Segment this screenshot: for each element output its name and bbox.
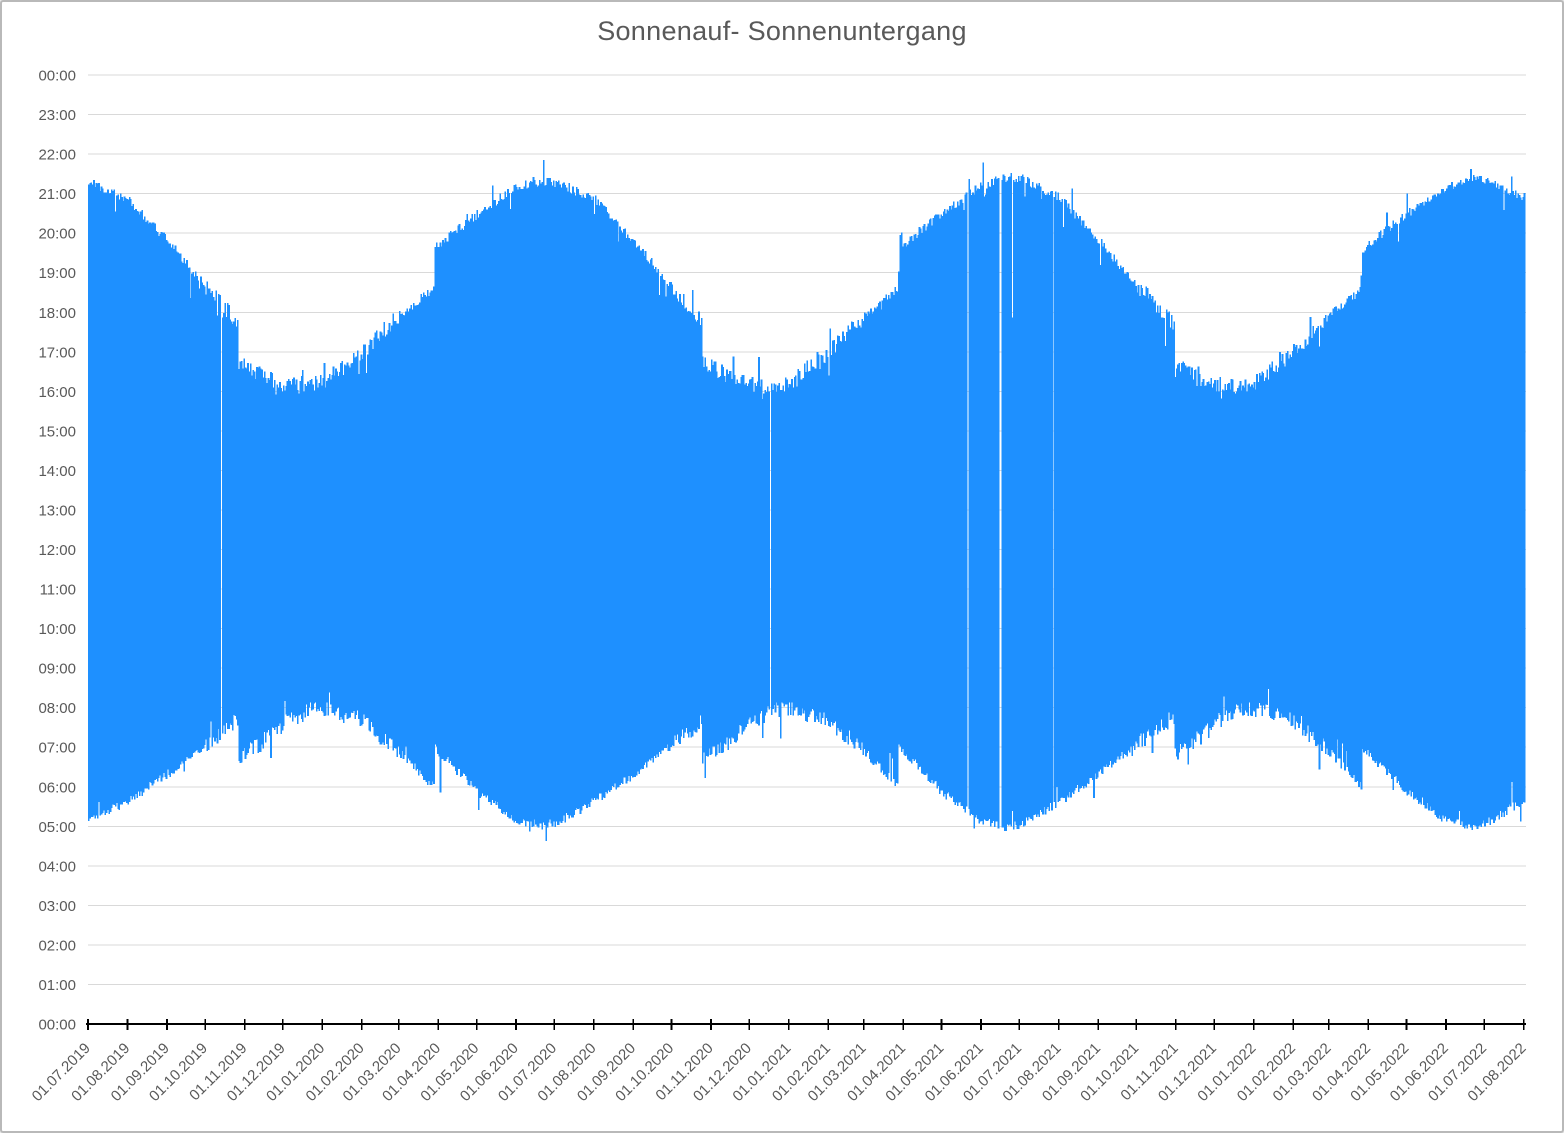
y-tick-label: 15:00 — [38, 423, 76, 440]
chart-title: Sonnenauf- Sonnenuntergang — [597, 16, 967, 46]
y-tick-label: 09:00 — [38, 661, 76, 678]
y-tick-label: 18:00 — [38, 305, 76, 322]
x-axis — [86, 1019, 1526, 1030]
y-tick-label: 10:00 — [38, 621, 76, 638]
y-tick-label: 22:00 — [38, 147, 76, 164]
y-axis-labels: 00:00 23:00 22:00 21:00 20:00 19:00 18:00 17:00… — [38, 68, 76, 1034]
y-tick-label: 05:00 — [38, 819, 76, 836]
y-tick-label: 21:00 — [38, 186, 76, 203]
y-tick-label: 23:00 — [38, 107, 76, 124]
y-tick-label: 00:00 — [38, 1017, 76, 1034]
y-tick-label: 14:00 — [38, 463, 76, 480]
y-tick-label: 00:00 — [38, 68, 76, 85]
y-tick-label: 06:00 — [38, 779, 76, 796]
y-tick-label: 19:00 — [38, 265, 76, 282]
y-tick-label: 04:00 — [38, 858, 76, 875]
y-tick-label: 20:00 — [38, 226, 76, 243]
y-tick-label: 03:00 — [38, 898, 76, 915]
y-tick-label: 08:00 — [38, 700, 76, 717]
y-tick-label: 12:00 — [38, 542, 76, 559]
y-tick-label: 11:00 — [40, 582, 76, 599]
y-tick-label: 16:00 — [38, 384, 76, 401]
bars-series — [88, 160, 1526, 841]
y-tick-label: 02:00 — [38, 937, 76, 954]
y-tick-label: 01:00 — [38, 977, 76, 994]
y-tick-label: 07:00 — [38, 740, 76, 757]
sunrise-sunset-bars — [88, 160, 1526, 841]
x-axis-labels: 01.07.201901.08.201901.09.201901.10.2019… — [29, 1040, 1530, 1105]
y-tick-label: 17:00 — [38, 344, 76, 361]
y-tick-label: 13:00 — [38, 502, 76, 519]
